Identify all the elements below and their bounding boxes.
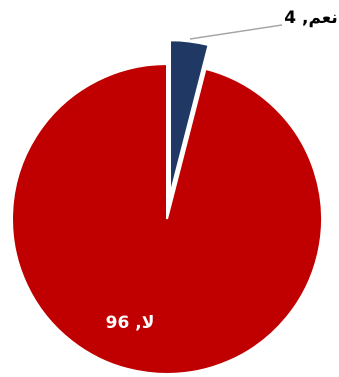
data-label: نعم, 4 [284,8,338,28]
data-label: لا, 96 [106,313,155,333]
pie-slice [169,39,210,196]
pie-slice [11,62,323,375]
leader-line [189,24,283,40]
